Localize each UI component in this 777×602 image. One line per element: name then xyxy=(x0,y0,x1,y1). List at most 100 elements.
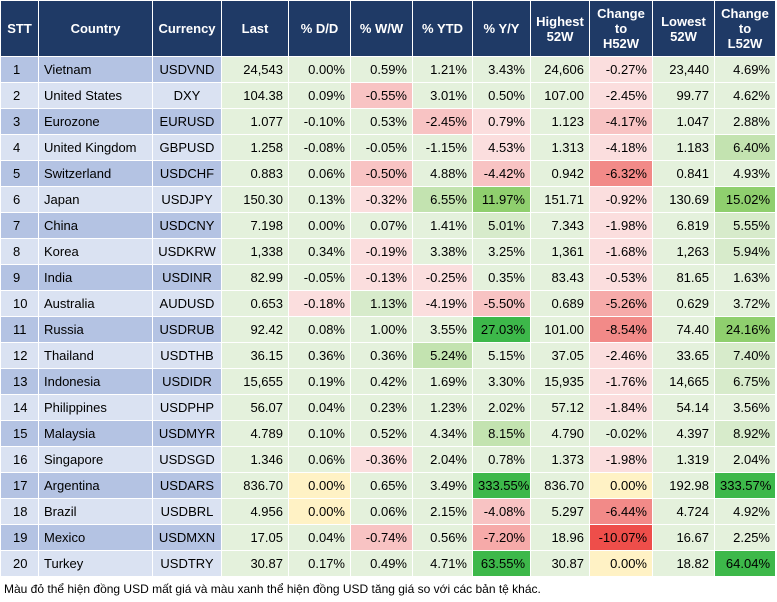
cell-ytd: 4.88% xyxy=(412,160,473,187)
cell-last: 1,338 xyxy=(221,238,289,265)
cell-ytd: 2.15% xyxy=(412,498,473,525)
cell-highest-52w: 4.790 xyxy=(530,420,590,447)
cell-ytd: 1.41% xyxy=(412,212,473,239)
cell-highest-52w: 1.373 xyxy=(530,446,590,473)
cell-lowest-52w: 1.047 xyxy=(652,108,715,135)
cell-change-l52w: 3.72% xyxy=(714,290,776,317)
cell-change-l52w: 4.93% xyxy=(714,160,776,187)
cell-stt: 2 xyxy=(0,82,39,109)
cell-ww: 0.06% xyxy=(350,498,413,525)
cell-stt: 11 xyxy=(0,316,39,343)
cell-currency: AUDUSD xyxy=(152,290,222,317)
cell-highest-52w: 24,606 xyxy=(530,56,590,83)
cell-dd: 0.17% xyxy=(288,550,351,577)
cell-highest-52w: 151.71 xyxy=(530,186,590,213)
cell-stt: 9 xyxy=(0,264,39,291)
cell-last: 92.42 xyxy=(221,316,289,343)
cell-ytd: 0.56% xyxy=(412,524,473,551)
cell-stt: 19 xyxy=(0,524,39,551)
table-row: 7 China USDCNY 7.198 0.00% 0.07% 1.41% 5.01% 7.3… xyxy=(0,212,776,239)
cell-last: 56.07 xyxy=(221,394,289,421)
cell-last: 36.15 xyxy=(221,342,289,369)
cell-ytd: 6.55% xyxy=(412,186,473,213)
cell-currency: USDTRY xyxy=(152,550,222,577)
cell-dd: 0.06% xyxy=(288,446,351,473)
cell-ytd: 3.38% xyxy=(412,238,473,265)
cell-ytd: 5.24% xyxy=(412,342,473,369)
cell-ww: 0.53% xyxy=(350,108,413,135)
cell-change-l52w: 24.16% xyxy=(714,316,776,343)
cell-change-l52w: 15.02% xyxy=(714,186,776,213)
cell-last: 15,655 xyxy=(221,368,289,395)
cell-last: 0.653 xyxy=(221,290,289,317)
table-row: 4 United Kingdom GBPUSD 1.258 -0.08% -0.05% -1… xyxy=(0,134,776,161)
cell-currency: USDPHP xyxy=(152,394,222,421)
cell-last: 7.198 xyxy=(221,212,289,239)
table-row: 17 Argentina USDARS 836.70 0.00% 0.65% 3.49% 33… xyxy=(0,472,776,499)
cell-yy: -5.50% xyxy=(472,290,531,317)
table-row: 15 Malaysia USDMYR 4.789 0.10% 0.52% 4.34% 8.15… xyxy=(0,420,776,447)
cell-ytd: -1.15% xyxy=(412,134,473,161)
cell-yy: 4.53% xyxy=(472,134,531,161)
cell-country: Korea xyxy=(38,238,153,265)
cell-change-h52w: -6.32% xyxy=(589,160,653,187)
cell-yy: 0.35% xyxy=(472,264,531,291)
cell-lowest-52w: 18.82 xyxy=(652,550,715,577)
cell-stt: 10 xyxy=(0,290,39,317)
header-lowest: Lowest 52W xyxy=(652,0,715,57)
cell-currency: USDIDR xyxy=(152,368,222,395)
cell-highest-52w: 1,361 xyxy=(530,238,590,265)
cell-country: United Kingdom xyxy=(38,134,153,161)
cell-ytd: 1.23% xyxy=(412,394,473,421)
cell-currency: GBPUSD xyxy=(152,134,222,161)
cell-lowest-52w: 33.65 xyxy=(652,342,715,369)
cell-stt: 16 xyxy=(0,446,39,473)
cell-ww: 0.59% xyxy=(350,56,413,83)
cell-country: India xyxy=(38,264,153,291)
cell-yy: -4.08% xyxy=(472,498,531,525)
cell-yy: 0.78% xyxy=(472,446,531,473)
cell-yy: 0.50% xyxy=(472,82,531,109)
cell-currency: USDINR xyxy=(152,264,222,291)
cell-lowest-52w: 54.14 xyxy=(652,394,715,421)
cell-change-l52w: 2.04% xyxy=(714,446,776,473)
cell-last: 1.077 xyxy=(221,108,289,135)
cell-country: Switzerland xyxy=(38,160,153,187)
cell-highest-52w: 30.87 xyxy=(530,550,590,577)
cell-change-h52w: -1.84% xyxy=(589,394,653,421)
table-row: 14 Philippines USDPHP 56.07 0.04% 0.23% 1.23% 2… xyxy=(0,394,776,421)
cell-dd: -0.18% xyxy=(288,290,351,317)
cell-highest-52w: 7.343 xyxy=(530,212,590,239)
cell-ww: -0.13% xyxy=(350,264,413,291)
cell-change-h52w: -1.98% xyxy=(589,212,653,239)
cell-country: Indonesia xyxy=(38,368,153,395)
cell-highest-52w: 101.00 xyxy=(530,316,590,343)
table-row: 8 Korea USDKRW 1,338 0.34% -0.19% 3.38% 3.25% 1,… xyxy=(0,238,776,265)
cell-change-h52w: -1.76% xyxy=(589,368,653,395)
cell-last: 104.38 xyxy=(221,82,289,109)
cell-highest-52w: 1.313 xyxy=(530,134,590,161)
cell-dd: -0.05% xyxy=(288,264,351,291)
cell-stt: 15 xyxy=(0,420,39,447)
cell-currency: USDARS xyxy=(152,472,222,499)
cell-last: 1.346 xyxy=(221,446,289,473)
cell-ytd: 3.55% xyxy=(412,316,473,343)
cell-last: 82.99 xyxy=(221,264,289,291)
cell-stt: 14 xyxy=(0,394,39,421)
cell-yy: 3.43% xyxy=(472,56,531,83)
cell-yy: 5.15% xyxy=(472,342,531,369)
cell-country: Vietnam xyxy=(38,56,153,83)
cell-highest-52w: 0.689 xyxy=(530,290,590,317)
header-change-l52w: Change to L52W xyxy=(714,0,776,57)
cell-last: 0.883 xyxy=(221,160,289,187)
cell-currency: USDCNY xyxy=(152,212,222,239)
cell-country: China xyxy=(38,212,153,239)
cell-lowest-52w: 0.629 xyxy=(652,290,715,317)
cell-dd: 0.06% xyxy=(288,160,351,187)
cell-change-h52w: -4.18% xyxy=(589,134,653,161)
table-row: 5 Switzerland USDCHF 0.883 0.06% -0.50% 4.88% -… xyxy=(0,160,776,187)
header-change-h52w: Change to H52W xyxy=(589,0,653,57)
cell-ytd: 2.04% xyxy=(412,446,473,473)
cell-change-h52w: -5.26% xyxy=(589,290,653,317)
header-ytd: % YTD xyxy=(412,0,473,57)
